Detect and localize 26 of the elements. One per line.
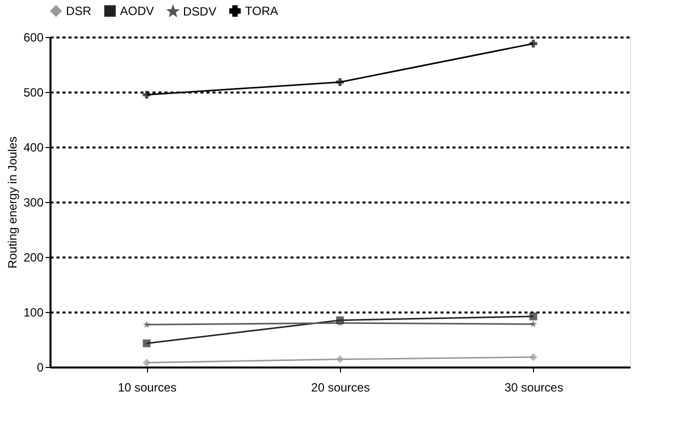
y-tick-label: 500 (23, 86, 44, 100)
legend-label: AODV (120, 4, 154, 18)
x-tick-label: 30 sources (504, 380, 564, 394)
point (530, 320, 538, 328)
y-tick-label: 100 (23, 306, 44, 320)
point (142, 320, 150, 328)
legend-label: DSR (66, 4, 92, 18)
point (529, 353, 538, 361)
point (529, 312, 538, 320)
y-tick-label: 300 (23, 196, 44, 210)
point (336, 78, 344, 86)
point (336, 355, 344, 364)
point (529, 40, 538, 48)
legend-label: TORA (245, 4, 278, 18)
point (142, 358, 151, 366)
point (142, 90, 151, 99)
y-axis-title: Routing energy in Joules (5, 136, 20, 269)
y-tick-label: 600 (23, 30, 44, 44)
y-tick-label: 200 (23, 250, 44, 264)
x-tick-label: 20 sources (311, 380, 370, 394)
point (142, 339, 151, 348)
y-tick-label: 0 (36, 360, 44, 374)
y-tick-label: 400 (23, 140, 44, 154)
x-tick-label: 10 sources (118, 380, 177, 394)
point (336, 319, 344, 326)
legend-label: DSDV (183, 4, 216, 18)
